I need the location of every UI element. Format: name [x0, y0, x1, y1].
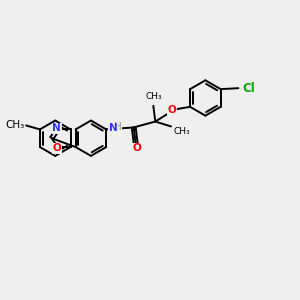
Text: CH₃: CH₃	[5, 121, 24, 130]
Text: N: N	[52, 123, 61, 134]
Text: N: N	[109, 123, 118, 134]
Text: O: O	[132, 143, 141, 153]
Text: H: H	[114, 122, 122, 132]
Text: O: O	[52, 143, 61, 153]
Text: CH₃: CH₃	[145, 92, 162, 101]
Text: CH₃: CH₃	[174, 127, 190, 136]
Text: Cl: Cl	[242, 82, 255, 95]
Text: O: O	[168, 105, 176, 115]
